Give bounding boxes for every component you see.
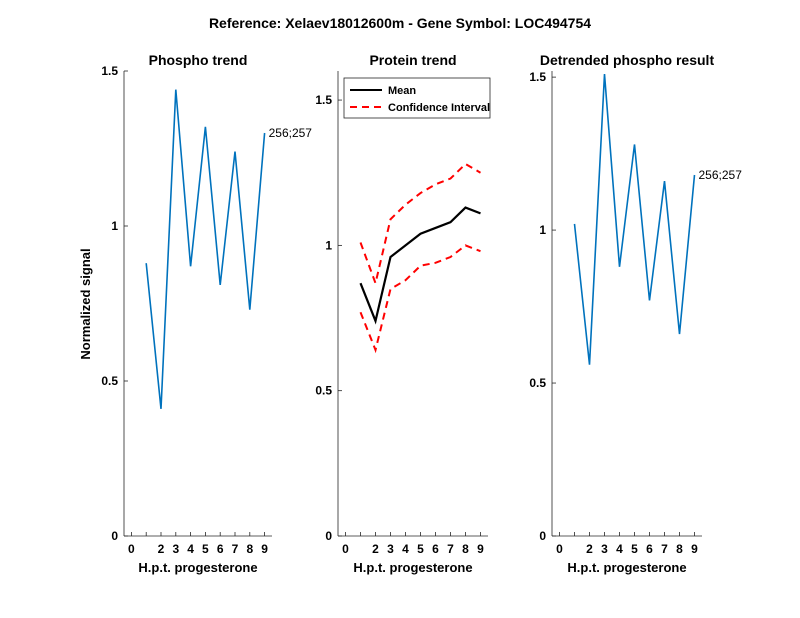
phospho-trend-ytick-label: 1.5 xyxy=(101,64,118,78)
detrended-phospho-panel: Detrended phospho result H.p.t. progeste… xyxy=(529,52,742,575)
protein-trend-xtick-label: 0 xyxy=(342,542,349,556)
detrended-phospho-xtick-label: 8 xyxy=(676,542,683,556)
detrended-phospho-xtick-label: 0 xyxy=(556,542,563,556)
protein-trend-xtick-label: 8 xyxy=(462,542,469,556)
phospho-trend-xlabel: H.p.t. progesterone xyxy=(138,560,257,575)
protein-trend-ytick-label: 1.5 xyxy=(315,93,332,107)
phospho-trend-xtick-label: 9 xyxy=(261,542,268,556)
figure-title: Reference: Xelaev18012600m - Gene Symbol… xyxy=(209,15,591,31)
detrended-phospho-ytick-label: 0 xyxy=(539,529,546,543)
phospho-trend-ytick-label: 0.5 xyxy=(101,374,118,388)
detrended-phospho-series-256-257-0 xyxy=(573,73,696,365)
protein-trend-series-confidence-interval-1 xyxy=(359,162,482,287)
protein-trend-xtick-label: 5 xyxy=(417,542,424,556)
detrended-phospho-xtick-label: 2 xyxy=(586,542,593,556)
phospho-trend-xtick-label: 4 xyxy=(187,542,194,556)
protein-trend-xtick-label: 9 xyxy=(477,542,484,556)
protein-trend-series-confidence-interval-lower-2 xyxy=(359,244,481,354)
phospho-trend-ylabel: Normalized signal xyxy=(78,248,93,359)
detrended-phospho-xlabel: H.p.t. progesterone xyxy=(567,560,686,575)
phospho-trend-xtick-label: 2 xyxy=(158,542,165,556)
detrended-phospho-xtick-label: 7 xyxy=(661,542,668,556)
phospho-trend-xtick-label: 6 xyxy=(217,542,224,556)
phospho-trend-xtick-label: 8 xyxy=(246,542,253,556)
phospho-trend-xtick-label: 3 xyxy=(172,542,179,556)
protein-trend-ytick-label: 1 xyxy=(325,238,332,252)
protein-trend-xtick-label: 7 xyxy=(447,542,454,556)
phospho-trend-series-256-257-0 xyxy=(145,89,266,409)
phospho-trend-xtick-label: 0 xyxy=(128,542,135,556)
phospho-trend-series-annotation: 256;257 xyxy=(269,126,313,140)
detrended-phospho-xtick-label: 9 xyxy=(691,542,698,556)
detrended-phospho-xtick-label: 5 xyxy=(631,542,638,556)
detrended-phospho-xtick-label: 6 xyxy=(646,542,653,556)
detrended-phospho-ytick-label: 1 xyxy=(539,223,546,237)
detrended-phospho-ytick-label: 1.5 xyxy=(529,70,546,84)
protein-trend-xtick-label: 2 xyxy=(372,542,379,556)
protein-trend-legend-label-1: Confidence Interval xyxy=(388,102,490,114)
protein-trend-legend-box xyxy=(343,77,491,119)
protein-trend-xlabel: H.p.t. progesterone xyxy=(353,560,472,575)
phospho-trend-title: Phospho trend xyxy=(149,52,248,68)
protein-trend-ytick-label: 0.5 xyxy=(315,384,332,398)
protein-trend-xtick-label: 6 xyxy=(432,542,439,556)
phospho-trend-xtick-label: 7 xyxy=(232,542,239,556)
protein-trend-series-mean-0 xyxy=(359,206,481,325)
protein-trend-ytick-label: 0 xyxy=(325,529,332,543)
phospho-trend-panel: Phospho trend H.p.t. progesterone Normal… xyxy=(78,52,312,575)
detrended-phospho-xtick-label: 3 xyxy=(601,542,608,556)
protein-trend-panel: Protein trend H.p.t. progesterone 0 0.5 1 1… xyxy=(315,52,491,575)
detrended-phospho-title: Detrended phospho result xyxy=(540,52,715,68)
phospho-trend-ytick-label: 1 xyxy=(111,219,118,233)
detrended-phospho-xtick-label: 4 xyxy=(616,542,623,556)
detrended-phospho-ytick-label: 0.5 xyxy=(529,376,546,390)
protein-trend-xtick-label: 4 xyxy=(402,542,409,556)
phospho-trend-ytick-label: 0 xyxy=(111,529,118,543)
detrended-phospho-series-annotation: 256;257 xyxy=(699,168,743,182)
protein-trend-legend-label-0: Mean xyxy=(388,85,416,97)
protein-trend-title: Protein trend xyxy=(369,52,456,68)
phospho-trend-xtick-label: 5 xyxy=(202,542,209,556)
protein-trend-xtick-label: 3 xyxy=(387,542,394,556)
